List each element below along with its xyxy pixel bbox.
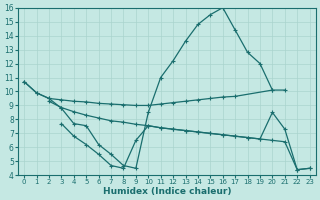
X-axis label: Humidex (Indice chaleur): Humidex (Indice chaleur)	[103, 187, 231, 196]
